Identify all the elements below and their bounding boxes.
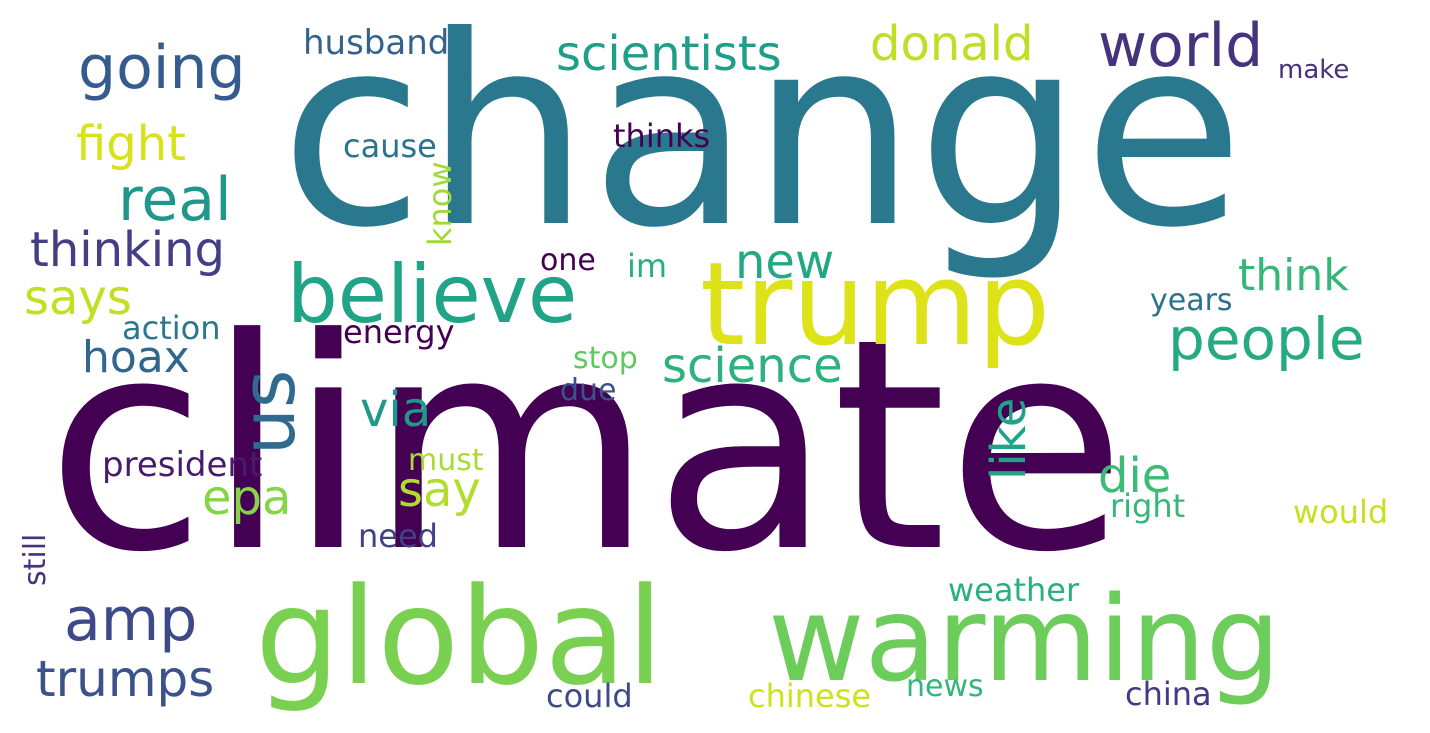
word-climate: climate: [46, 276, 1127, 616]
word-still: still: [18, 533, 53, 586]
word-trumps: trumps: [36, 650, 215, 708]
word-due: due: [560, 373, 617, 408]
word-cause: cause: [343, 127, 437, 165]
word-could: could: [546, 677, 633, 715]
word-global: global: [255, 559, 664, 715]
word-say: say: [398, 462, 481, 518]
word-news: news: [906, 669, 984, 704]
word-stop: stop: [573, 341, 638, 376]
word-people: people: [1168, 305, 1365, 373]
word-chinese: chinese: [748, 677, 872, 715]
word-action: action: [122, 309, 221, 347]
word-husband: husband: [303, 23, 450, 63]
word-china: china: [1125, 675, 1212, 713]
word-need: need: [358, 517, 438, 555]
word-die: die: [1098, 448, 1172, 504]
word-new: new: [735, 234, 835, 290]
word-says: says: [24, 270, 132, 326]
word-scientists: scientists: [556, 26, 782, 82]
word-make: make: [1278, 55, 1350, 85]
word-im: im: [627, 247, 668, 285]
word-hoax: hoax: [82, 332, 190, 383]
word-us: us: [226, 369, 312, 455]
word-real: real: [118, 165, 232, 235]
word-science: science: [662, 338, 843, 394]
word-would: would: [1293, 493, 1389, 531]
word-fight: fight: [76, 116, 186, 172]
word-right: right: [1110, 487, 1186, 525]
word-president: president: [102, 445, 263, 485]
word-know: know: [421, 161, 459, 246]
word-like: like: [981, 397, 1037, 480]
word-change: change: [280, 0, 1245, 285]
word-years: years: [1150, 283, 1233, 318]
word-going: going: [78, 33, 246, 103]
word-must: must: [408, 443, 484, 478]
word-think: think: [1238, 250, 1349, 301]
word-weather: weather: [948, 571, 1080, 609]
word-via: via: [360, 382, 432, 438]
word-epa: epa: [202, 470, 292, 526]
word-world: world: [1098, 11, 1264, 81]
word-thinking: thinking: [30, 222, 226, 278]
word-trump: trump: [700, 238, 1051, 372]
word-energy: energy: [343, 313, 455, 351]
word-thinks: thinks: [613, 117, 711, 155]
word-amp: amp: [64, 585, 198, 655]
word-believe: believe: [287, 248, 578, 341]
word-donald: donald: [870, 16, 1034, 72]
word-one: one: [540, 243, 596, 278]
word-warming: warming: [768, 570, 1281, 708]
